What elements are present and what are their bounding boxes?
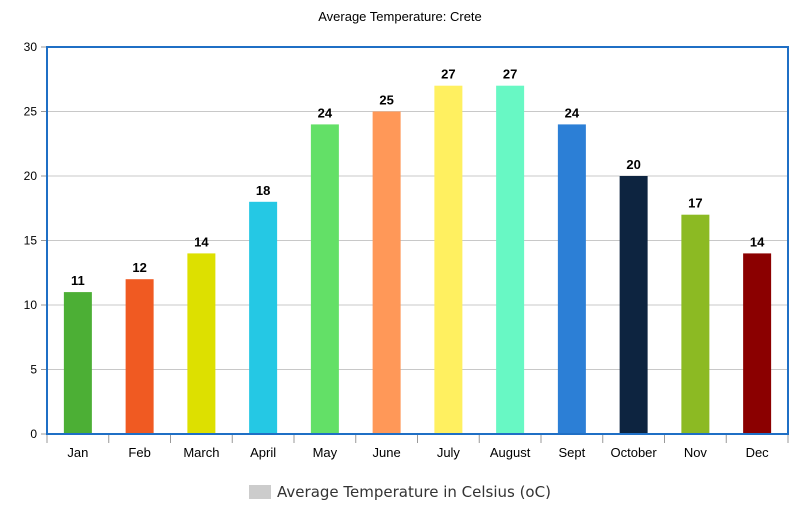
x-tick-label: May xyxy=(313,445,338,460)
bar xyxy=(310,124,339,435)
bar xyxy=(372,111,401,434)
bar-value-label: 24 xyxy=(318,105,333,120)
x-tick-label: October xyxy=(611,445,658,460)
bar xyxy=(187,253,216,434)
bar-value-labels: 11 12 14 18 24 25 27 27 24 20 17 14 xyxy=(71,67,765,288)
bar xyxy=(619,176,648,434)
bar-value-label: 14 xyxy=(750,234,765,249)
y-tick-label: 25 xyxy=(24,105,38,119)
x-tick-label: June xyxy=(373,445,401,460)
bar xyxy=(681,214,710,434)
x-tick-label: Nov xyxy=(684,445,708,460)
x-tick-label: Jan xyxy=(67,445,88,460)
bar xyxy=(557,124,586,435)
y-tick-label: 5 xyxy=(30,363,37,377)
bar-value-label: 27 xyxy=(441,67,455,82)
bar xyxy=(496,85,525,434)
bar xyxy=(249,201,278,434)
bar-value-label: 12 xyxy=(132,260,146,275)
plot-area-border xyxy=(46,46,789,435)
x-tick-label: Feb xyxy=(128,445,150,460)
x-tick-label: March xyxy=(183,445,219,460)
y-tick-label: 0 xyxy=(30,427,37,441)
x-axis-ticks: Jan Feb March April May June July August Sept Oct… xyxy=(46,434,789,460)
gridlines xyxy=(47,111,788,370)
y-tick-label: 20 xyxy=(24,169,38,183)
legend: Average Temperature in Celsius (oC) xyxy=(0,483,800,501)
legend-label: Average Temperature in Celsius (oC) xyxy=(277,483,551,501)
bar xyxy=(125,279,154,434)
bar xyxy=(63,292,92,434)
y-tick-label: 15 xyxy=(24,234,38,248)
bar-value-label: 17 xyxy=(688,196,702,211)
legend-swatch xyxy=(249,485,272,499)
x-tick-label: July xyxy=(437,445,461,460)
y-tick-label: 30 xyxy=(24,40,38,54)
x-tick-label: April xyxy=(250,445,276,460)
x-tick-label: Dec xyxy=(746,445,770,460)
bar-value-label: 24 xyxy=(565,105,580,120)
x-tick-label: Sept xyxy=(559,445,586,460)
bar-value-label: 20 xyxy=(626,157,640,172)
y-tick-label: 10 xyxy=(24,298,38,312)
bar xyxy=(434,85,463,434)
bar-value-label: 14 xyxy=(194,234,209,249)
bar-value-label: 11 xyxy=(71,273,85,288)
y-axis-ticks: 0 5 10 15 20 25 30 xyxy=(24,40,47,441)
bar-value-label: 25 xyxy=(379,93,393,108)
chart-title: Average Temperature: Crete xyxy=(318,9,482,24)
bar-value-label: 18 xyxy=(256,183,270,198)
x-tick-label: August xyxy=(490,445,531,460)
bar xyxy=(743,253,772,434)
bar-value-label: 27 xyxy=(503,67,517,82)
bars xyxy=(63,85,772,435)
